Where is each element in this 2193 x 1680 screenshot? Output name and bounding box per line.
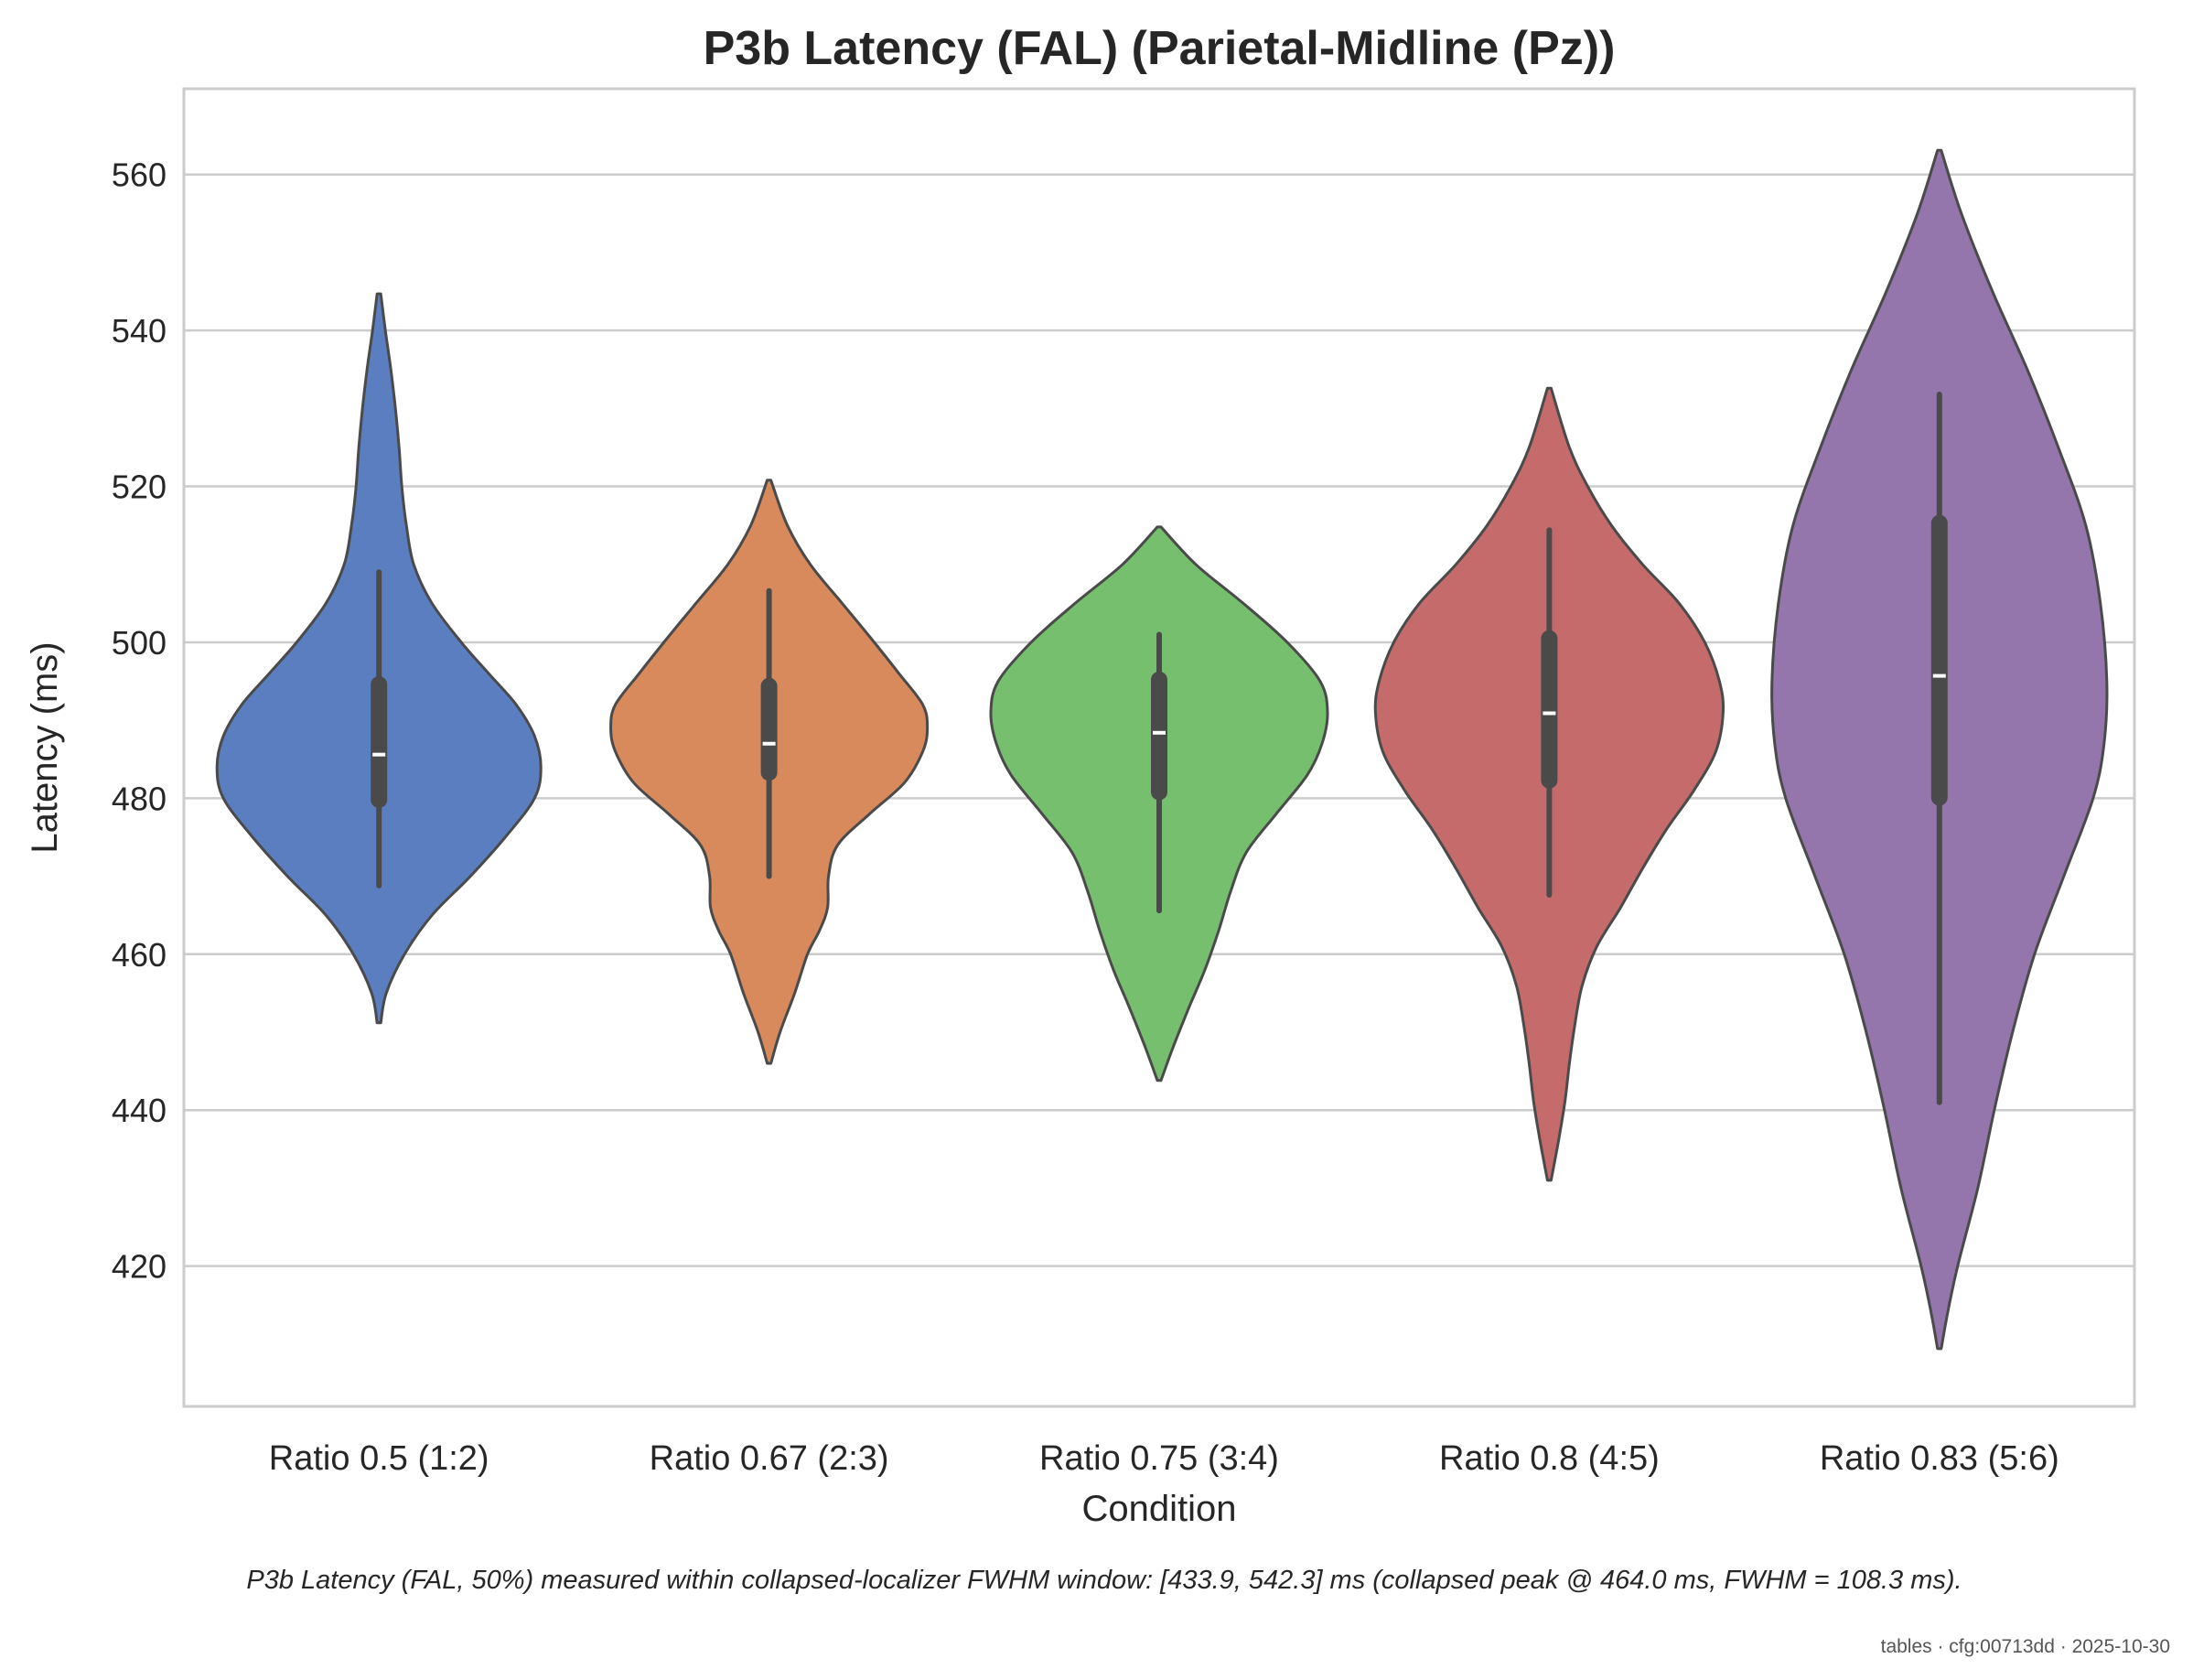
- x-tick-label: Ratio 0.75 (3:4): [1039, 1439, 1279, 1478]
- y-tick-label: 520: [112, 468, 167, 506]
- y-tick-label: 420: [112, 1248, 167, 1286]
- plot-frame: [182, 87, 2136, 1408]
- y-tick-label: 560: [112, 156, 167, 194]
- violin: [1770, 148, 2109, 1351]
- x-tick-label: Ratio 0.83 (5:6): [1820, 1439, 2059, 1478]
- y-tick-label: 500: [112, 624, 167, 662]
- y-tick-labels: 420 440 460 480 500 520 540 560: [112, 156, 167, 1286]
- y-axis-label: Latency (ms): [25, 641, 65, 853]
- footnote: P3b Latency (FAL, 50%) measured within c…: [246, 1566, 1962, 1595]
- y-tick-label: 460: [112, 936, 167, 974]
- y-tick-label: 540: [112, 312, 167, 350]
- y-tick-label: 480: [112, 780, 167, 817]
- violin: [215, 292, 543, 1025]
- x-tick-label: Ratio 0.5 (1:2): [269, 1439, 489, 1478]
- x-tick-label: Ratio 0.8 (4:5): [1439, 1439, 1660, 1478]
- x-axis-label: Condition: [1081, 1489, 1236, 1529]
- x-tick-label: Ratio 0.67 (2:3): [650, 1439, 889, 1478]
- x-tick-labels: Ratio 0.5 (1:2) Ratio 0.67 (2:3) Ratio 0.7…: [269, 1439, 2059, 1478]
- violin: [609, 479, 930, 1065]
- y-tick-label: 440: [112, 1092, 167, 1129]
- chart-title: P3b Latency (FAL) (Parietal-Midline (Pz)…: [704, 22, 1616, 75]
- stamp: tables · cfg:00713dd · 2025-10-30: [1881, 1636, 2170, 1657]
- violins: [215, 148, 2109, 1351]
- violin: [989, 525, 1329, 1082]
- violin: [1373, 386, 1725, 1182]
